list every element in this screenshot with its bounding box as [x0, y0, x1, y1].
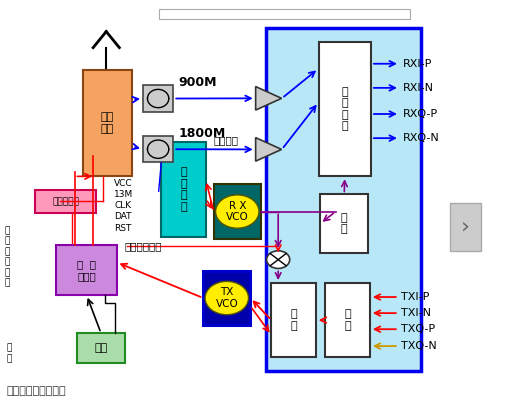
Bar	[161, 142, 206, 237]
Text: RXQ-P: RXQ-P	[403, 109, 437, 119]
Text: 天线
开关: 天线 开关	[101, 112, 114, 134]
Bar	[35, 190, 96, 213]
Bar	[320, 194, 368, 253]
Text: 13M: 13M	[114, 190, 133, 199]
Bar	[159, 9, 411, 19]
Bar	[203, 271, 250, 325]
Text: VCC: VCC	[114, 179, 133, 188]
Bar	[83, 70, 132, 176]
Polygon shape	[256, 87, 281, 110]
Bar	[143, 85, 173, 112]
Text: ›: ›	[461, 217, 470, 237]
Bar	[214, 184, 261, 239]
Circle shape	[205, 281, 249, 315]
Text: 功
率
样
取
信
号: 功 率 样 取 信 号	[4, 226, 9, 287]
Circle shape	[267, 251, 290, 269]
Text: 频率取样: 频率取样	[214, 135, 239, 145]
Text: DAT: DAT	[114, 213, 132, 222]
Text: TX
VCO: TX VCO	[216, 287, 238, 309]
Text: 功  率
放大器: 功 率 放大器	[77, 259, 96, 281]
Bar	[318, 42, 371, 176]
Text: 发射互感器: 发射互感器	[52, 197, 79, 206]
Text: （射频电路方框图）: （射频电路方框图）	[7, 386, 66, 396]
Polygon shape	[256, 138, 281, 161]
Text: RXI-N: RXI-N	[403, 83, 433, 93]
Text: RST: RST	[114, 224, 131, 233]
Text: 900M: 900M	[179, 76, 217, 89]
Text: RXQ-N: RXQ-N	[403, 133, 439, 143]
Text: 鉴
相: 鉴 相	[290, 309, 297, 331]
Text: TXI-P: TXI-P	[402, 292, 430, 302]
Text: 分
频: 分 频	[341, 213, 347, 234]
Text: RXI-P: RXI-P	[403, 59, 432, 69]
Bar	[450, 202, 481, 251]
Bar	[266, 28, 421, 371]
Bar	[325, 283, 370, 357]
Text: 1800M: 1800M	[179, 127, 226, 140]
Text: 发射频率取样: 发射频率取样	[124, 241, 162, 251]
Circle shape	[216, 195, 259, 228]
Bar	[271, 283, 316, 357]
Text: 接
收
解
调: 接 收 解 调	[341, 87, 348, 131]
Text: 等
级: 等 级	[7, 343, 12, 363]
Text: 功控: 功控	[94, 343, 108, 353]
Bar	[143, 136, 173, 162]
Text: R X
VCO: R X VCO	[226, 201, 249, 222]
Text: 频
率
合
成: 频 率 合 成	[180, 167, 187, 212]
Text: TXQ-P: TXQ-P	[402, 324, 435, 334]
Bar	[77, 333, 124, 363]
Bar	[56, 245, 116, 295]
Text: TXI-N: TXI-N	[402, 308, 432, 318]
Text: CLK: CLK	[114, 201, 131, 210]
Text: TXQ-N: TXQ-N	[402, 341, 437, 351]
Text: 调
制: 调 制	[344, 309, 351, 331]
